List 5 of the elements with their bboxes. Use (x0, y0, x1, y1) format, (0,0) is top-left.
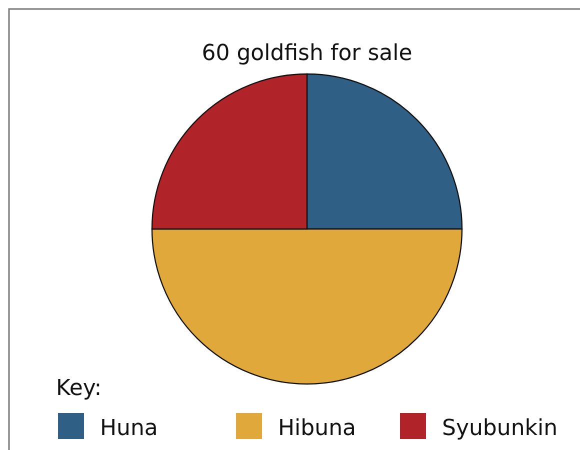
legend-label: Huna (100, 416, 158, 441)
legend-title: Key: (56, 376, 102, 401)
legend-label: Hibuna (278, 416, 356, 441)
legend-label: Syubunkin (442, 416, 558, 441)
chart-title: 60 goldfish for sale (202, 41, 412, 66)
